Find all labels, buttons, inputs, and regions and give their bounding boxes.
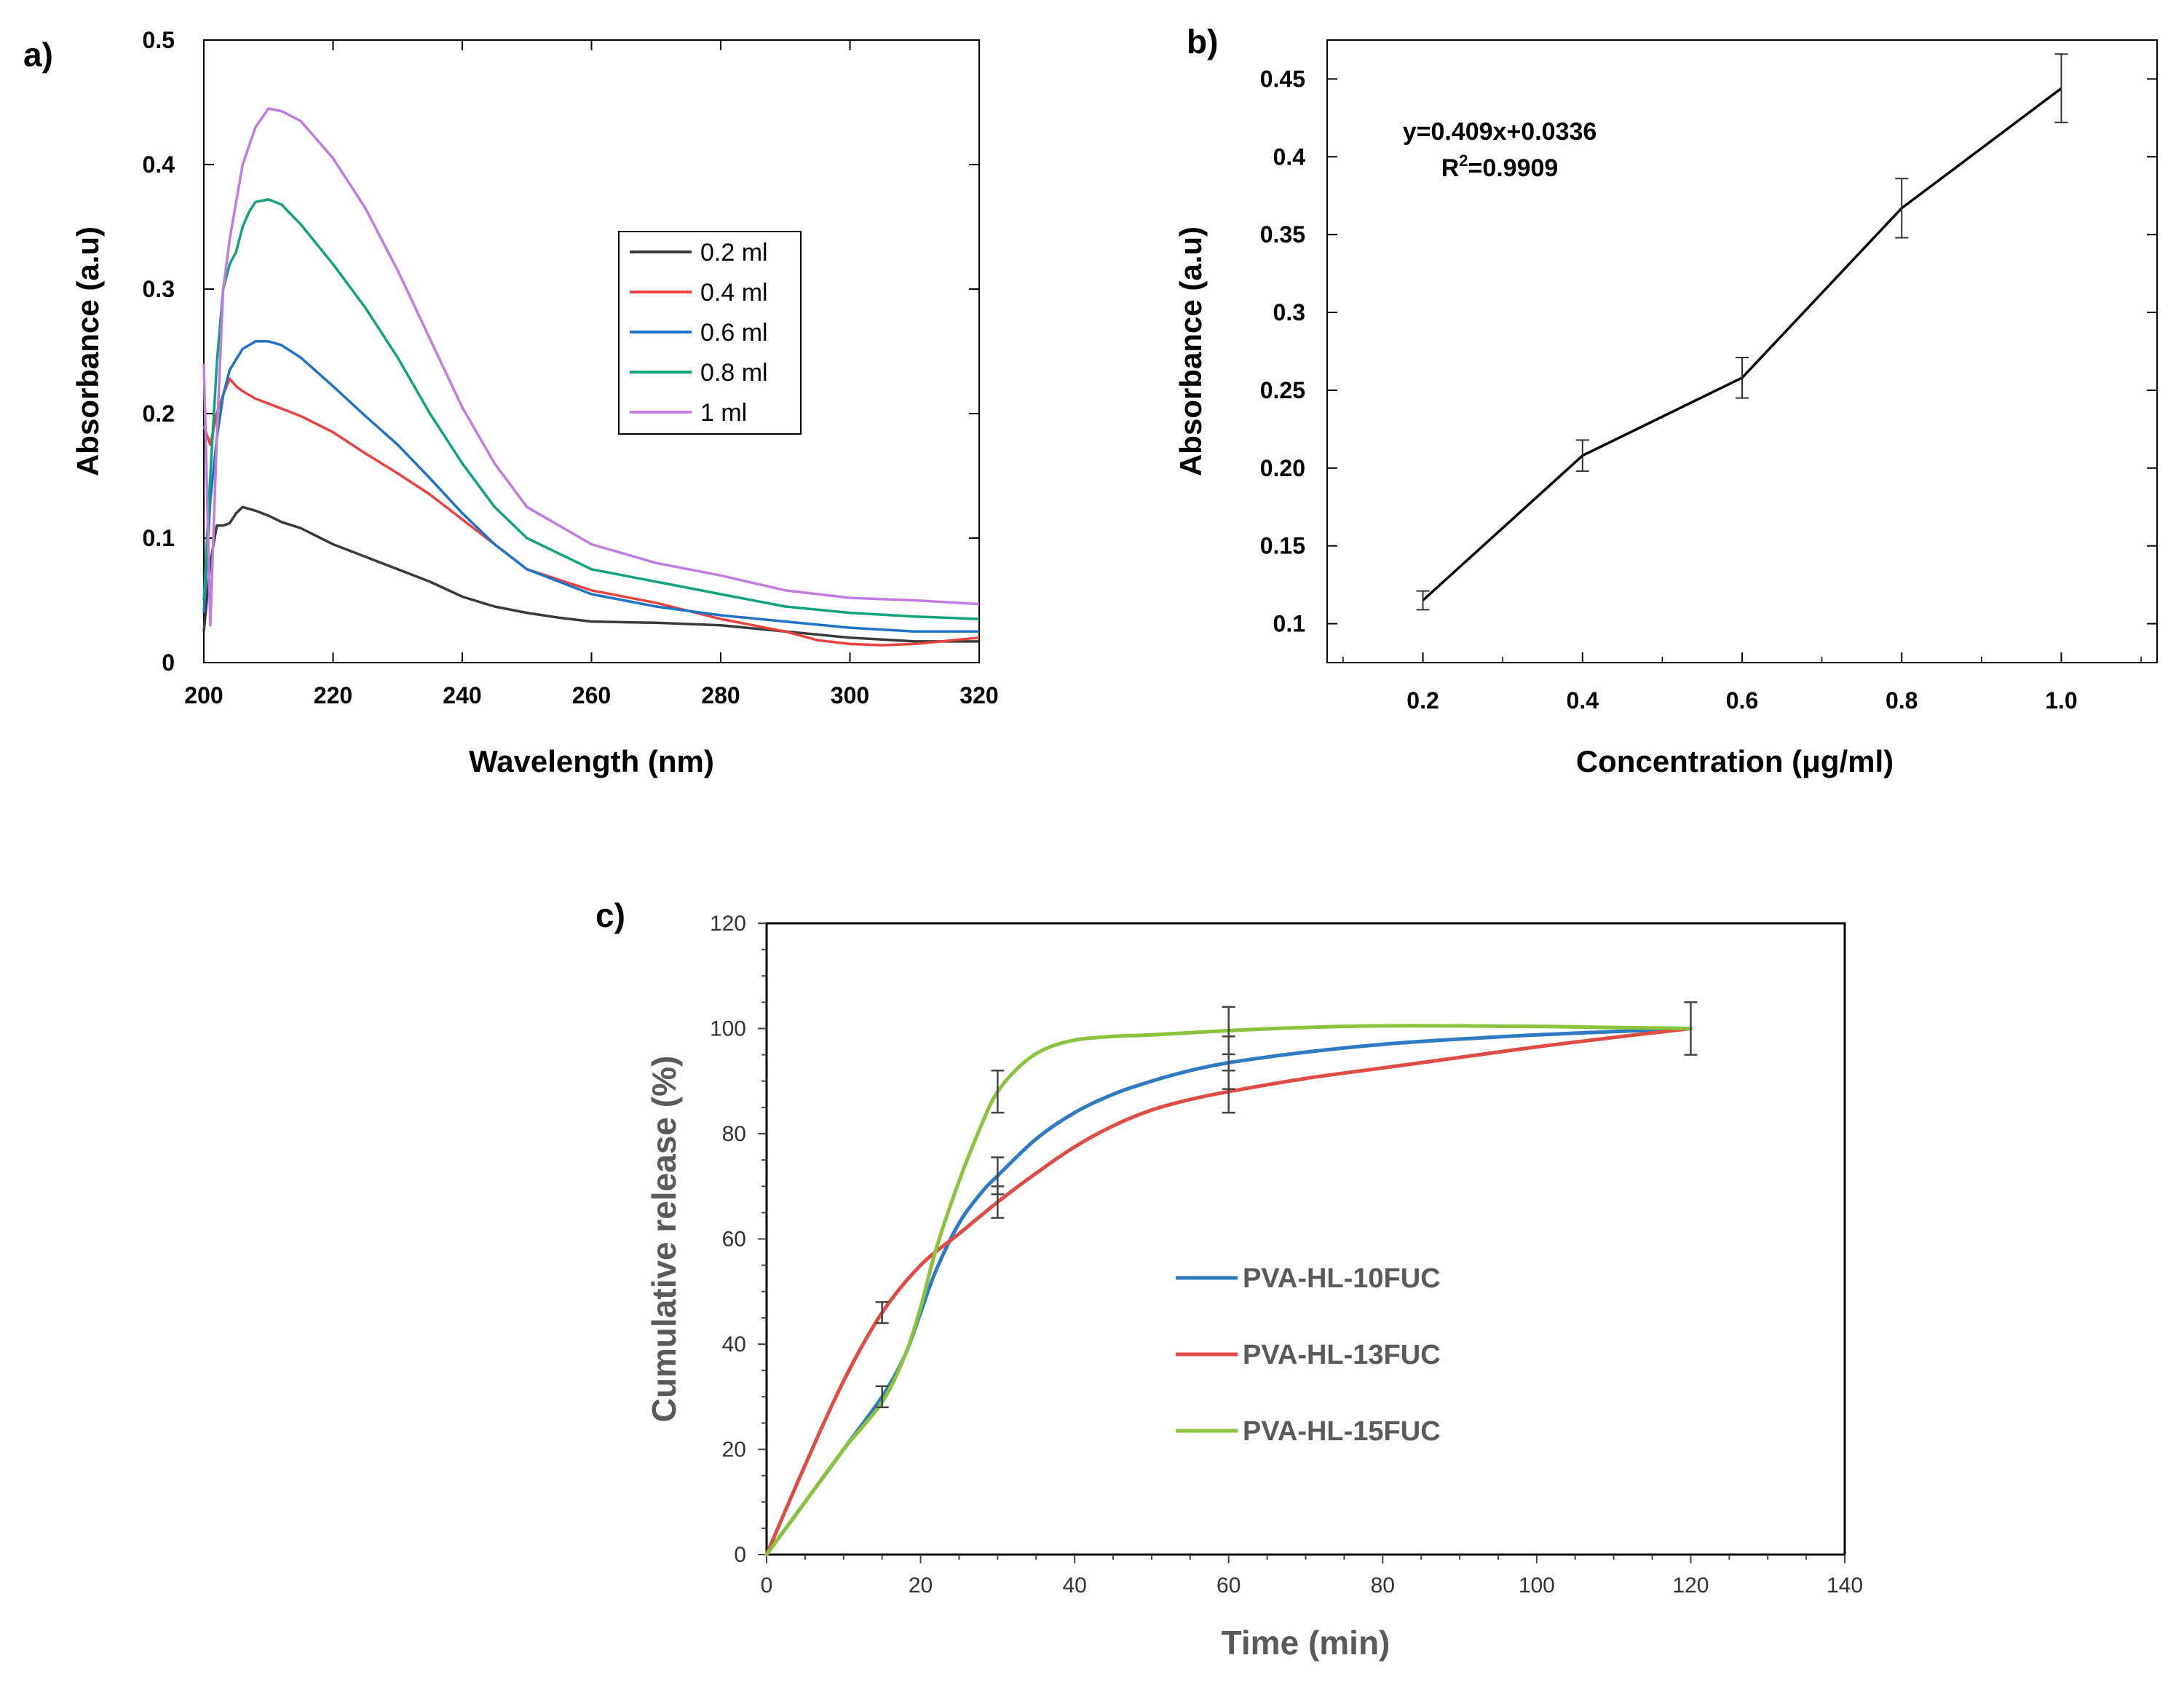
series-line-PVA-HL-15FUC bbox=[764, 1024, 1693, 1557]
y-tick-label-b: 0.15 bbox=[1260, 533, 1305, 559]
y-tick-label-c: 0 bbox=[734, 1543, 746, 1567]
chart-c: 0 20 40 60 80 100 120 140 0 20 40 60 80 100 120 Time (m… bbox=[645, 912, 1863, 1662]
series-line-0.6-ml bbox=[202, 340, 979, 633]
x-tick-label-b: 0.4 bbox=[1567, 687, 1599, 714]
x-tick-label-c: 40 bbox=[1062, 1574, 1086, 1598]
x-tick-label-b: 0.6 bbox=[1726, 687, 1758, 714]
y-tick-label-a: 0 bbox=[162, 649, 175, 676]
x-axis-label-c: Time (min) bbox=[1222, 1624, 1390, 1662]
x-tick-label-b: 0.2 bbox=[1406, 687, 1439, 714]
y-tick-label-c: 120 bbox=[710, 912, 746, 936]
x-tick-label-a: 260 bbox=[572, 682, 611, 708]
y-tick-label-a: 0.4 bbox=[143, 151, 175, 178]
x-tick-label-c: 140 bbox=[1827, 1574, 1863, 1598]
legend-entry-a: 0.2 ml bbox=[700, 239, 768, 266]
series-line-0.4-ml bbox=[202, 377, 980, 647]
x-axis-label-b: Concentration (μg/ml) bbox=[1576, 744, 1894, 778]
y-tick-label-b: 0.3 bbox=[1273, 299, 1305, 325]
y-tick-label-a: 0.1 bbox=[143, 525, 175, 551]
y-axis-label-a: Absorbance (a.u) bbox=[71, 226, 105, 476]
y-tick-label-c: 100 bbox=[710, 1017, 746, 1041]
y-tick-label-c: 80 bbox=[722, 1122, 746, 1146]
y-tick-label-b: 0.4 bbox=[1273, 143, 1306, 170]
y-tick-label-c: 20 bbox=[722, 1438, 746, 1462]
x-tick-label-a: 320 bbox=[960, 682, 998, 708]
y-tick-label-b: 0.20 bbox=[1260, 455, 1305, 481]
series-line-PVA-HL-10FUC bbox=[764, 1027, 1693, 1557]
y-tick-label-b: 0.1 bbox=[1273, 611, 1305, 637]
x-tick-label-a: 200 bbox=[184, 682, 223, 708]
legend-entry-c: PVA-HL-13FUC bbox=[1243, 1340, 1441, 1370]
y-tick-label-c: 40 bbox=[722, 1332, 746, 1357]
x-tick-label-b: 0.8 bbox=[1886, 687, 1918, 714]
panel-label-a: a) bbox=[23, 36, 53, 74]
y-tick-label-a: 0.2 bbox=[143, 400, 175, 427]
y-tick-label-b: 0.45 bbox=[1260, 66, 1305, 92]
y-tick-label-a: 0.3 bbox=[143, 276, 175, 302]
y-axis-label-c: Cumulative release (%) bbox=[645, 1056, 683, 1423]
y-tick-label-a: 0.5 bbox=[143, 27, 175, 53]
x-tick-label-c: 120 bbox=[1672, 1574, 1709, 1598]
x-tick-label-a: 220 bbox=[314, 682, 352, 708]
panel-label-c: c) bbox=[596, 896, 625, 934]
y-tick-label-c: 60 bbox=[722, 1228, 746, 1252]
r-squared-text: R2=0.9909 bbox=[1441, 151, 1559, 182]
x-tick-label-c: 20 bbox=[909, 1574, 933, 1598]
x-tick-label-b: 1.0 bbox=[2045, 687, 2077, 714]
chart-a: 200 220 240 260 280 300 320 0 0.1 0.2 0.3 0.4 0.5 Wav… bbox=[71, 27, 999, 778]
x-tick-label-c: 100 bbox=[1519, 1574, 1555, 1598]
plot-frame-c bbox=[765, 922, 1846, 1556]
regression-equation: y=0.409x+0.0336 bbox=[1403, 118, 1597, 146]
legend-entry-a: 0.6 ml bbox=[700, 319, 768, 347]
series-line-0.8-ml bbox=[202, 198, 980, 620]
y-tick-label-b: 0.35 bbox=[1260, 221, 1305, 248]
x-tick-label-c: 80 bbox=[1371, 1574, 1395, 1598]
y-axis-label-b: Absorbance (a.u) bbox=[1174, 226, 1208, 476]
legend-entry-c: PVA-HL-10FUC bbox=[1243, 1263, 1441, 1294]
y-tick-label-b: 0.25 bbox=[1260, 377, 1305, 403]
panel-label-b: b) bbox=[1187, 23, 1219, 60]
x-tick-label-c: 0 bbox=[761, 1574, 773, 1598]
legend-entry-a: 1 ml bbox=[700, 399, 747, 427]
legend-entry-a: 0.8 ml bbox=[700, 359, 768, 387]
chart-b: 0.2 0.4 0.6 0.8 1.0 0.1 0.15 0.20 0.25 0.3 0.35 0.4… bbox=[1174, 39, 2158, 778]
series-line-1-ml bbox=[202, 107, 980, 627]
x-tick-label-a: 300 bbox=[831, 682, 869, 708]
series-line-PVA-HL-13FUC bbox=[764, 1027, 1693, 1557]
x-tick-label-a: 240 bbox=[443, 682, 481, 708]
x-axis-label-a: Wavelength (nm) bbox=[469, 744, 714, 778]
x-tick-label-a: 280 bbox=[701, 682, 740, 708]
x-tick-label-c: 60 bbox=[1216, 1574, 1241, 1598]
legend-entry-a: 0.4 ml bbox=[700, 279, 768, 307]
legend-entry-c: PVA-HL-15FUC bbox=[1243, 1416, 1441, 1447]
series-line-0.2-ml bbox=[202, 505, 979, 643]
